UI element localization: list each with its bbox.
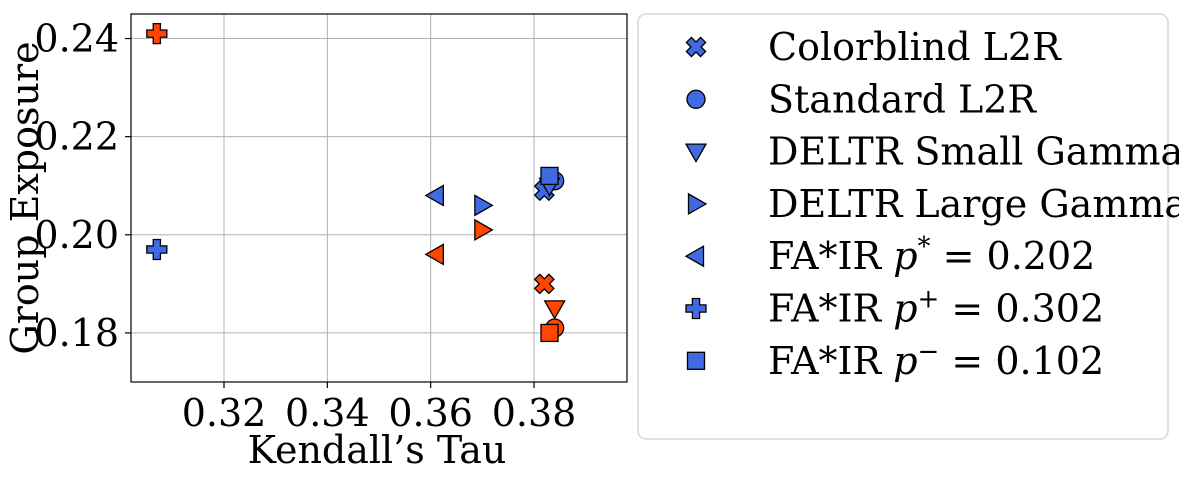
legend-label-variable: p [893,234,917,278]
point-triangle-down-orange [543,300,566,320]
legend-marker-triangle-right [687,192,708,216]
legend-marker-triangle-left [684,245,705,268]
legend-label-text: FA*IR [768,234,893,278]
x-tick-label: 0.36 [388,391,473,435]
point-plus-orange [146,22,168,45]
legend-marker-triangle-down [684,143,708,163]
point-triangle-left-orange [424,243,444,266]
y-tick-label: 0.24 [34,17,119,61]
legend-label-superscript: * [918,232,931,262]
legend-label-text: DELTR Small Gamma [768,130,1179,174]
legend-marker-circle [686,89,706,109]
legend-label: FA*IR p+ = 0.302 [768,285,1104,331]
point-triangle-right-orange [474,218,494,242]
legend: Colorblind L2R Standard L2R DELTR Small Ga… [637,13,1179,440]
legend-label-value: = 0.202 [931,234,1096,278]
legend-label-variable: p [893,339,917,383]
grid-lines [131,14,627,382]
legend-marker-plus [685,297,707,320]
legend-label-value: = 0.302 [939,287,1104,331]
legend-label: FA*IR p− = 0.102 [768,337,1104,383]
legend-frame [637,13,1169,440]
point-x-cross-orange [533,273,555,295]
legend-label: DELTR Large Gamma [768,182,1179,226]
plot-frame [130,13,628,383]
x-tick-label: 0.38 [492,391,577,435]
legend-label: DELTR Small Gamma [768,130,1179,174]
point-triangle-right-blue [474,194,494,217]
legend-label: FA*IR p* = 0.202 [768,232,1095,278]
y-tick-label: 0.20 [34,213,119,257]
x-axis-label: Kendall’s Tau [248,428,507,472]
point-square-blue [540,166,559,186]
legend-label-text: FA*IR [768,287,893,331]
y-tick-label: 0.22 [34,115,119,159]
legend-label-text: DELTR Large Gamma [768,182,1179,226]
x-tick-label: 0.34 [285,391,370,435]
legend-label-value: = 0.102 [939,339,1104,383]
point-plus-blue [146,238,168,261]
legend-label-superscript: + [918,285,940,315]
y-axis-label: Group Exposure [3,41,47,354]
legend-marker-square [686,351,706,370]
legend-label-superscript: − [918,337,940,367]
legend-marker-x-cross [685,36,707,58]
y-tick-label: 0.18 [34,311,119,355]
x-tick-label: 0.32 [182,391,267,435]
legend-label: Standard L2R [768,77,1037,121]
legend-label-text: Colorblind L2R [768,25,1062,69]
legend-label-variable: p [893,287,917,331]
legend-label-text: FA*IR [768,339,893,383]
axis-ticks: 0.32 0.34 0.36 0.38 0.18 0.20 0.22 0.24 [34,17,576,435]
point-square-orange [540,323,559,343]
legend-label-text: Standard L2R [768,77,1037,121]
legend-label: Colorblind L2R [768,25,1062,69]
data-points [146,22,566,343]
point-triangle-left-blue [424,184,444,207]
